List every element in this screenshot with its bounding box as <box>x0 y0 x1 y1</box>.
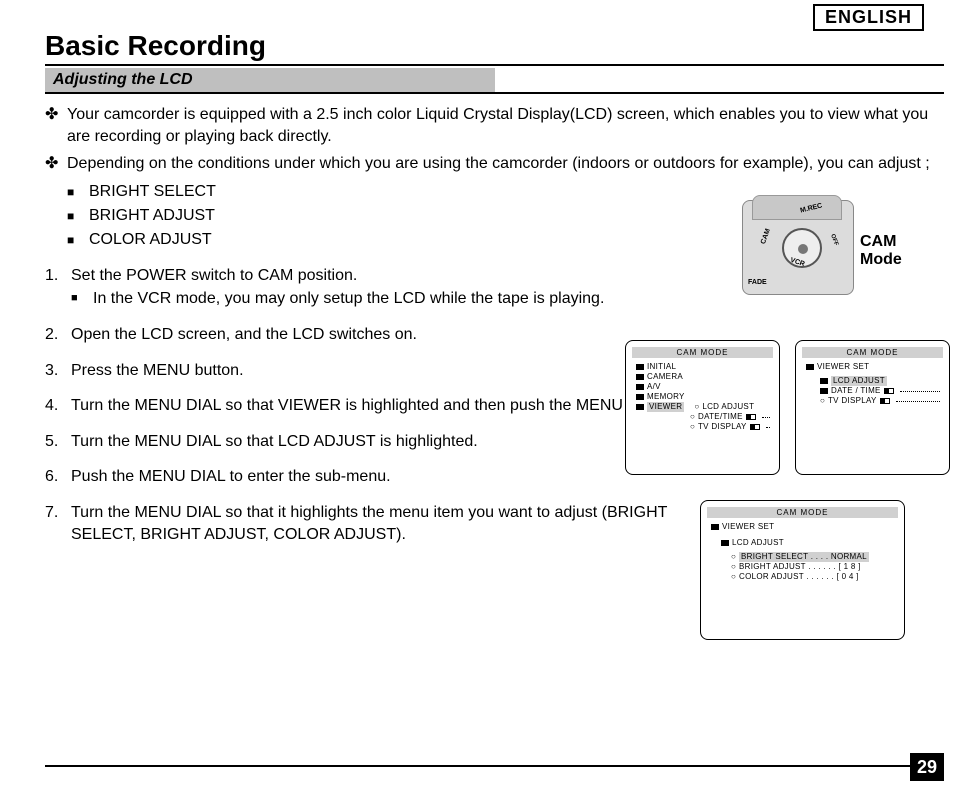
menu-screen-2: CAM MODE VIEWER SET LCD ADJUST DATE / TI… <box>795 340 950 475</box>
page-title: Basic Recording <box>45 30 944 62</box>
language-tag: ENGLISH <box>813 4 924 31</box>
dial-label: FADE <box>748 279 767 286</box>
intro-1: Your camcorder is equipped with a 2.5 in… <box>67 104 944 147</box>
step-num: 4. <box>45 395 71 417</box>
submenu-item: DATE/TIME <box>698 412 743 422</box>
menu-item-icon <box>721 540 729 546</box>
page-number: 29 <box>910 753 944 781</box>
step-num: 5. <box>45 431 71 453</box>
menu-item: DATE / TIME <box>831 386 881 396</box>
menu-item-icon <box>820 378 828 384</box>
submenu-item: LCD ADJUST <box>702 402 754 412</box>
menu-item-icon <box>636 404 644 410</box>
menu-item-icon <box>636 364 644 370</box>
step-text: Turn the MENU DIAL so that VIEWER is hig… <box>71 395 685 417</box>
step-num: 1. <box>45 265 71 310</box>
step-text: Turn the MENU DIAL so that LCD ADJUST is… <box>71 431 685 453</box>
step-text: Push the MENU DIAL to enter the sub-menu… <box>71 466 685 488</box>
menu-item-icon <box>636 374 644 380</box>
menu-item-selected: VIEWER <box>647 402 684 412</box>
menu-group: VIEWER SET <box>722 522 774 532</box>
step-text: Open the LCD screen, and the LCD switche… <box>71 324 685 346</box>
square-icon: ■ <box>67 205 89 227</box>
menu-item-selected: LCD ADJUST <box>831 376 887 386</box>
title-rule <box>45 64 944 66</box>
square-icon: ■ <box>67 181 89 203</box>
menu-row: COLOR ADJUST . . . . . . [ 0 4 ] <box>739 572 859 582</box>
menu-row-selected: BRIGHT SELECT . . . . NORMAL <box>739 552 869 562</box>
step-num: 3. <box>45 360 71 382</box>
menu-item: INITIAL <box>647 362 676 372</box>
menu-item-icon <box>820 388 828 394</box>
section-subhead: Adjusting the LCD <box>45 68 495 94</box>
bullet-icon: ✤ <box>45 104 67 147</box>
menu-header: CAM MODE <box>632 347 773 358</box>
menu-item: MEMORY <box>647 392 685 402</box>
menu-header: CAM MODE <box>707 507 898 518</box>
figure-caption: Mode <box>860 251 902 268</box>
adjust-item: COLOR ADJUST <box>89 229 212 251</box>
menu-subgroup: LCD ADJUST <box>732 538 784 548</box>
bullet-icon: ✤ <box>45 153 67 175</box>
body-text: ✤ Your camcorder is equipped with a 2.5 … <box>45 104 944 545</box>
toggle-icon <box>746 414 756 420</box>
square-icon: ■ <box>71 288 93 310</box>
adjust-item: BRIGHT SELECT <box>89 181 216 203</box>
menu-item-icon <box>806 364 814 370</box>
step-num: 6. <box>45 466 71 488</box>
menu-item-icon <box>636 384 644 390</box>
submenu-item: TV DISPLAY <box>698 422 747 432</box>
step-num: 2. <box>45 324 71 346</box>
toggle-icon <box>884 388 894 394</box>
menu-item-icon <box>711 524 719 530</box>
camera-mode-figure: M.REC CAM VCR OFF FADE CAM Mode <box>742 195 912 305</box>
menu-item: CAMERA <box>647 372 683 382</box>
menu-screen-3: CAM MODE VIEWER SET LCD ADJUST ○BRIGHT S… <box>700 500 905 640</box>
toggle-icon <box>880 398 890 404</box>
menu-item: A/V <box>647 382 661 392</box>
figure-caption: CAM <box>860 233 896 250</box>
footer-rule <box>45 765 910 767</box>
menu-screen-1: CAM MODE INITIAL CAMERA A/V MEMORY VIEWE… <box>625 340 780 475</box>
menu-header: CAM MODE <box>802 347 943 358</box>
menu-group: VIEWER SET <box>817 362 869 372</box>
menu-item: TV DISPLAY <box>828 396 877 406</box>
adjust-item: BRIGHT ADJUST <box>89 205 215 227</box>
step-text: Turn the MENU DIAL so that it highlights… <box>71 502 685 545</box>
step-text: Press the MENU button. <box>71 360 685 382</box>
toggle-icon <box>750 424 760 430</box>
intro-2: Depending on the conditions under which … <box>67 153 930 175</box>
square-icon: ■ <box>67 229 89 251</box>
menu-row: BRIGHT ADJUST . . . . . . [ 1 8 ] <box>739 562 861 572</box>
step-text: Set the POWER switch to CAM position. <box>71 265 685 287</box>
step-subtext: In the VCR mode, you may only setup the … <box>93 288 604 310</box>
menu-item-icon <box>636 394 644 400</box>
step-num: 7. <box>45 502 71 545</box>
